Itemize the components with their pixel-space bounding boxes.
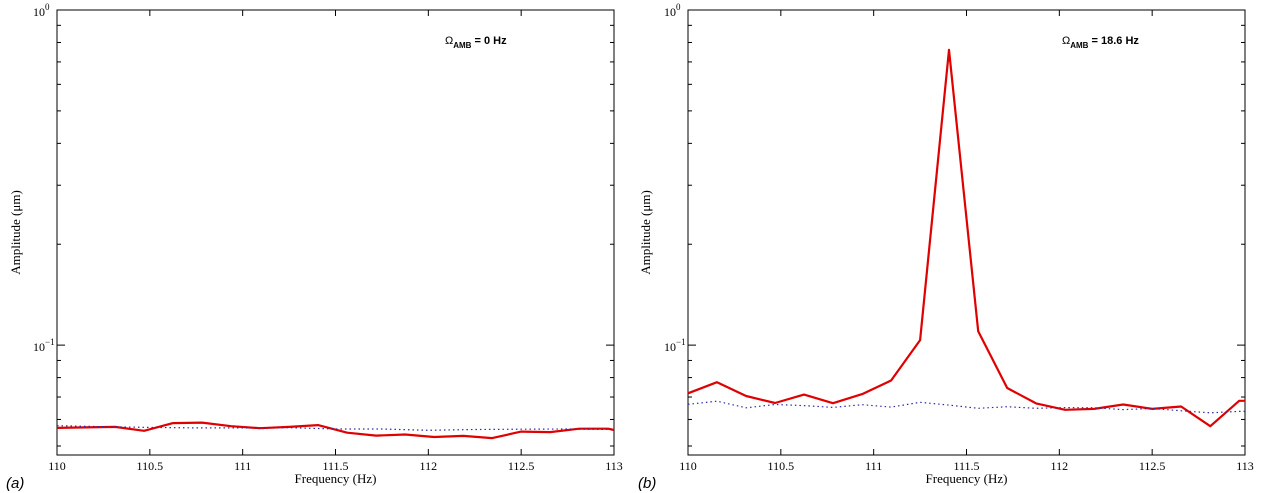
x-tick-label: 112 bbox=[420, 459, 438, 473]
y-axis-label: Amplitude (μm) bbox=[8, 190, 23, 275]
x-tick-label: 112 bbox=[1051, 459, 1069, 473]
y-tick-base: 10 bbox=[664, 340, 676, 354]
x-tick-label: 111 bbox=[865, 459, 882, 473]
y-tick-base: 10 bbox=[664, 5, 676, 19]
x-tick-label: 111.5 bbox=[322, 459, 348, 473]
series-line-dotted bbox=[56, 425, 615, 431]
y-tick-exponent: −1 bbox=[45, 337, 55, 347]
annotation-symbol: Ω bbox=[1062, 35, 1070, 47]
x-tick-label: 111 bbox=[234, 459, 251, 473]
plot-frame bbox=[56, 9, 615, 456]
speed-annotation: ΩAMB = 0 Hz bbox=[445, 35, 507, 50]
speed-annotation: ΩAMB = 18.6 Hz bbox=[1062, 35, 1139, 50]
y-tick-base: 10 bbox=[33, 5, 45, 19]
plot-frame bbox=[687, 9, 1246, 456]
x-tick-label: 111.5 bbox=[953, 459, 979, 473]
annotation-value: = 0 Hz bbox=[471, 35, 507, 47]
y-tick-exponent: −1 bbox=[676, 337, 686, 347]
y-tick-exponent: 0 bbox=[676, 2, 681, 12]
x-tick-label: 110 bbox=[679, 459, 697, 473]
x-tick-label: 110.5 bbox=[137, 459, 164, 473]
series-line-solid bbox=[56, 421, 615, 440]
annotation-subscript: AMB bbox=[1070, 41, 1088, 50]
annotation-subscript: AMB bbox=[453, 41, 471, 50]
x-tick-label: 113 bbox=[1236, 459, 1254, 473]
x-axis-label: Frequency (Hz) bbox=[926, 471, 1008, 486]
chart-panel: 110 110.5 111 111.5 112 112.5 11310010−1Freque… bbox=[6, 2, 623, 492]
panel-label: (a) bbox=[6, 475, 24, 492]
y-axis-label: Amplitude (μm) bbox=[638, 190, 653, 275]
x-axis-label: Frequency (Hz) bbox=[295, 471, 377, 486]
chart-panel: 110 110.5 111 111.5 112 112.5 11310010−1Freque… bbox=[638, 2, 1254, 492]
x-tick-label: 112.5 bbox=[508, 459, 535, 473]
x-tick-label: 110.5 bbox=[768, 459, 795, 473]
y-tick-base: 10 bbox=[33, 340, 45, 354]
y-tick-label: 100 bbox=[33, 2, 50, 19]
annotation-value: = 18.6 Hz bbox=[1088, 35, 1139, 47]
x-tick-label: 112.5 bbox=[1139, 459, 1166, 473]
annotation-symbol: Ω bbox=[445, 35, 453, 47]
x-tick-label: 113 bbox=[605, 459, 623, 473]
y-tick-label: 10−1 bbox=[664, 337, 686, 354]
y-tick-label: 100 bbox=[664, 2, 681, 19]
series-line-solid bbox=[687, 48, 1245, 428]
y-tick-exponent: 0 bbox=[45, 2, 50, 12]
y-tick-label: 10−1 bbox=[33, 337, 55, 354]
panel-label: (b) bbox=[638, 475, 656, 492]
x-tick-label: 110 bbox=[48, 459, 66, 473]
